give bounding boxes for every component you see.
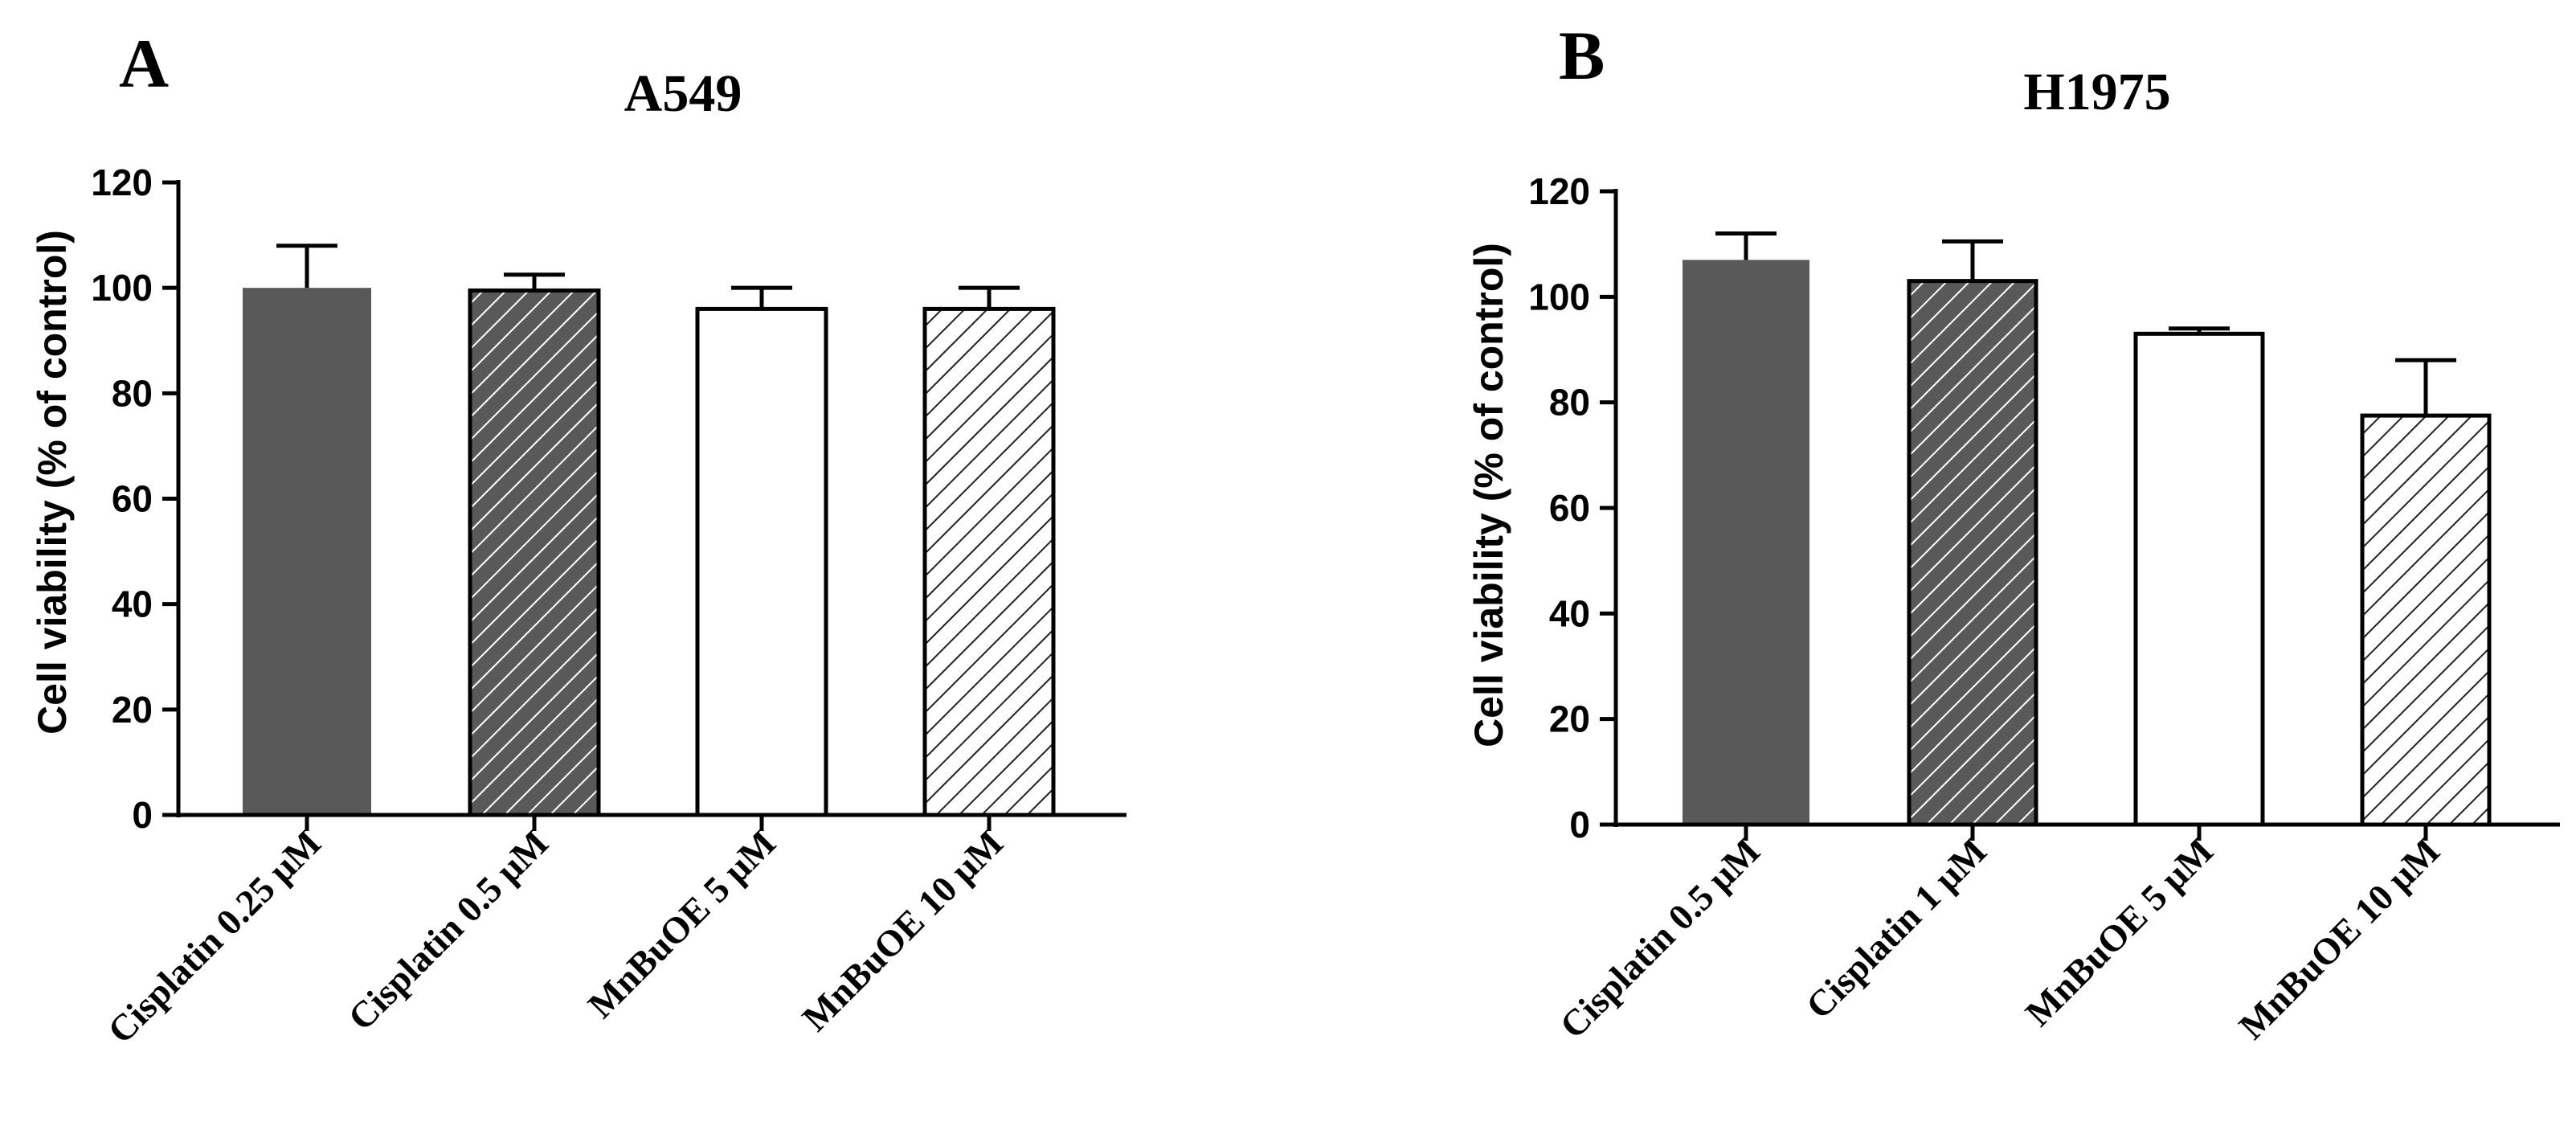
axes-b: [1613, 189, 2560, 841]
x-tick-label: MnBuOE 5 μM: [2018, 830, 2221, 1034]
y-ticks-b: 0 20 40 60 80 100 120: [1528, 170, 1616, 845]
y-tick-label: 20: [1549, 698, 1590, 740]
bars-a: [243, 244, 1056, 817]
bar: [922, 306, 1056, 817]
y-axis-label-b: Cell viability (% of control): [1466, 243, 1511, 747]
y-tick-label: 60: [1549, 487, 1590, 529]
panel-a549: A A549 Cell viability (% of control) 0 20…: [30, 25, 1126, 1051]
y-tick-label: 80: [1549, 382, 1590, 424]
bar: [2360, 413, 2492, 827]
y-tick-label: 80: [112, 372, 153, 414]
axes-a: [176, 180, 1126, 831]
x-tick-label: MnBuOE 5 μM: [580, 822, 783, 1026]
x-tick-label: Cisplatin 0.5 μM: [1552, 830, 1768, 1046]
x-tick-label: MnBuOE 10 μM: [794, 822, 1011, 1039]
x-tick-label: MnBuOE 10 μM: [2230, 830, 2447, 1047]
y-tick-label: 60: [112, 478, 153, 520]
x-tick-labels-b: Cisplatin 0.5 μM Cisplatin 1 μM MnBuOE 5 μ…: [1552, 830, 2447, 1047]
bar: [2133, 331, 2265, 827]
y-ticks-a: 0 20 40 60 80 100 120: [91, 162, 178, 836]
y-tick-label: 120: [1528, 170, 1590, 212]
y-tick-label: 0: [1569, 804, 1590, 845]
y-tick-label: 40: [1549, 592, 1590, 634]
y-tick-label: 20: [112, 689, 153, 731]
bar: [695, 306, 828, 817]
bar: [1907, 279, 2038, 827]
y-tick-label: 120: [91, 162, 153, 203]
panel-letter-a: A: [119, 25, 169, 102]
x-tick-labels-a: Cisplatin 0.25 μM Cisplatin 0.5 μM MnBuOE …: [100, 822, 1011, 1051]
y-tick-label: 40: [112, 583, 153, 625]
panel-h1975: B H1975 Cell viability (% of control) 0 2…: [1466, 17, 2560, 1047]
y-tick-label: 100: [1528, 276, 1590, 317]
panel-letter-b: B: [1559, 17, 1605, 94]
bar: [468, 288, 601, 817]
bars-b: [1683, 231, 2492, 827]
y-tick-label: 0: [132, 794, 153, 836]
x-tick-label: Cisplatin 0.5 μM: [340, 822, 556, 1038]
chart-title-a549: A549: [624, 64, 742, 123]
y-tick-label: 100: [91, 267, 153, 309]
x-tick-label: Cisplatin 0.25 μM: [100, 822, 329, 1051]
y-axis-label-a: Cell viability (% of control): [30, 230, 75, 735]
bar: [243, 288, 371, 816]
x-tick-label: Cisplatin 1 μM: [1798, 830, 1994, 1026]
bar: [1683, 260, 1809, 825]
chart-title-h1975: H1975: [2023, 63, 2170, 121]
